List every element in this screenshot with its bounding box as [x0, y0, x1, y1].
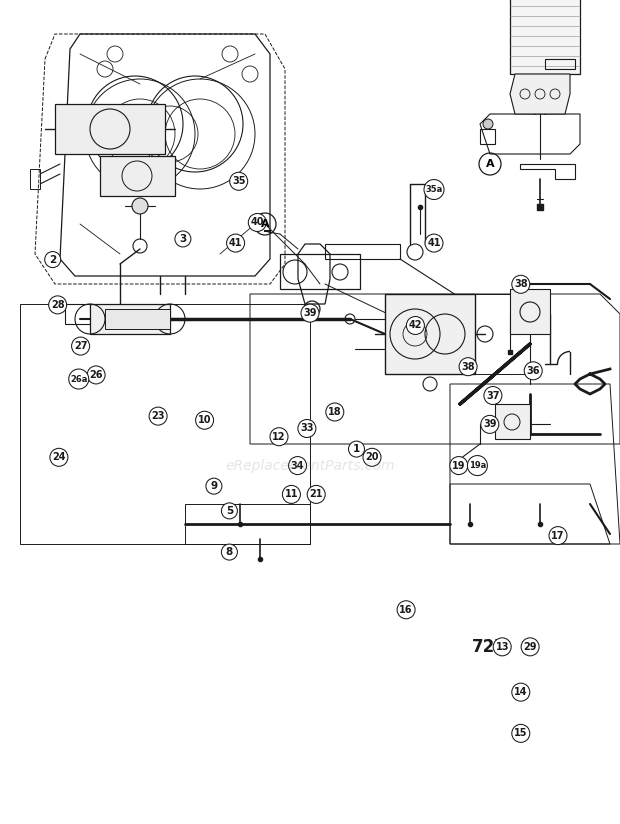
- Text: 38: 38: [461, 362, 475, 372]
- Bar: [385, 294, 475, 374]
- Circle shape: [71, 337, 90, 355]
- Text: 11: 11: [285, 489, 298, 499]
- Circle shape: [424, 180, 444, 199]
- Circle shape: [226, 234, 245, 252]
- Polygon shape: [510, 74, 570, 114]
- Circle shape: [221, 503, 237, 519]
- Text: 10: 10: [198, 415, 211, 425]
- Circle shape: [270, 428, 288, 446]
- Text: 727: 727: [472, 638, 507, 656]
- Circle shape: [248, 213, 267, 232]
- Bar: [105, 309, 170, 329]
- Text: 21: 21: [309, 489, 323, 499]
- Text: 23: 23: [151, 411, 165, 421]
- Circle shape: [521, 638, 539, 656]
- Text: 41: 41: [229, 238, 242, 248]
- Text: 18: 18: [328, 407, 342, 417]
- Text: 13: 13: [495, 642, 509, 652]
- Polygon shape: [100, 156, 175, 196]
- Text: eReplacementParts.com: eReplacementParts.com: [225, 459, 395, 472]
- Text: 19a: 19a: [469, 461, 486, 470]
- Circle shape: [512, 724, 530, 742]
- Text: 8: 8: [226, 547, 233, 557]
- Text: 33: 33: [300, 424, 314, 433]
- Text: 16: 16: [399, 605, 413, 615]
- Circle shape: [348, 441, 365, 457]
- Text: 26: 26: [89, 370, 103, 380]
- Circle shape: [483, 119, 493, 129]
- Text: 17: 17: [551, 531, 565, 541]
- Circle shape: [406, 316, 425, 335]
- Circle shape: [467, 456, 487, 475]
- Circle shape: [206, 478, 222, 494]
- Circle shape: [69, 369, 89, 389]
- Circle shape: [450, 456, 468, 475]
- Bar: [495, 404, 530, 439]
- Circle shape: [512, 275, 530, 293]
- Circle shape: [480, 415, 499, 433]
- Circle shape: [50, 448, 68, 466]
- Circle shape: [175, 231, 191, 247]
- Text: 5: 5: [226, 506, 233, 516]
- Text: 41: 41: [427, 238, 441, 248]
- Text: A: A: [260, 219, 269, 229]
- Text: 20: 20: [365, 452, 379, 462]
- Text: 3: 3: [179, 234, 187, 244]
- Circle shape: [301, 304, 319, 322]
- Circle shape: [307, 485, 326, 503]
- Text: 39: 39: [483, 419, 497, 429]
- Circle shape: [363, 448, 381, 466]
- Text: 15: 15: [514, 728, 528, 738]
- Circle shape: [484, 386, 502, 405]
- Bar: [510, 0, 580, 74]
- Circle shape: [229, 172, 248, 190]
- Text: 28: 28: [51, 300, 64, 310]
- Text: 34: 34: [291, 461, 304, 471]
- Circle shape: [524, 362, 542, 380]
- Text: 27: 27: [74, 341, 87, 351]
- Circle shape: [48, 296, 67, 314]
- Circle shape: [45, 251, 61, 268]
- Circle shape: [132, 198, 148, 214]
- Circle shape: [512, 683, 530, 701]
- Circle shape: [298, 419, 316, 438]
- Circle shape: [326, 403, 344, 421]
- Text: 42: 42: [409, 321, 422, 330]
- Circle shape: [397, 601, 415, 619]
- Text: 26a: 26a: [70, 375, 87, 383]
- Circle shape: [549, 527, 567, 545]
- Text: 29: 29: [523, 642, 537, 652]
- Text: 39: 39: [303, 308, 317, 318]
- Text: 19: 19: [452, 461, 466, 471]
- Circle shape: [221, 544, 237, 560]
- Text: 35: 35: [232, 176, 246, 186]
- Text: 36: 36: [526, 366, 540, 376]
- Text: 9: 9: [210, 481, 218, 491]
- Text: 24: 24: [52, 452, 66, 462]
- Text: 38: 38: [514, 279, 528, 289]
- Polygon shape: [55, 104, 165, 154]
- Text: 35a: 35a: [425, 185, 443, 194]
- Text: 12: 12: [272, 432, 286, 442]
- Circle shape: [459, 358, 477, 376]
- Bar: [510, 289, 550, 334]
- Text: 40: 40: [250, 218, 264, 227]
- Circle shape: [149, 407, 167, 425]
- Circle shape: [425, 234, 443, 252]
- Circle shape: [87, 366, 105, 384]
- Circle shape: [493, 638, 512, 656]
- Circle shape: [288, 456, 307, 475]
- Circle shape: [282, 485, 301, 503]
- Bar: [90, 304, 170, 334]
- Text: 2: 2: [49, 255, 56, 265]
- Text: 37: 37: [486, 391, 500, 400]
- Text: 1: 1: [353, 444, 360, 454]
- Circle shape: [195, 411, 214, 429]
- Text: 14: 14: [514, 687, 528, 697]
- Text: A: A: [485, 159, 494, 169]
